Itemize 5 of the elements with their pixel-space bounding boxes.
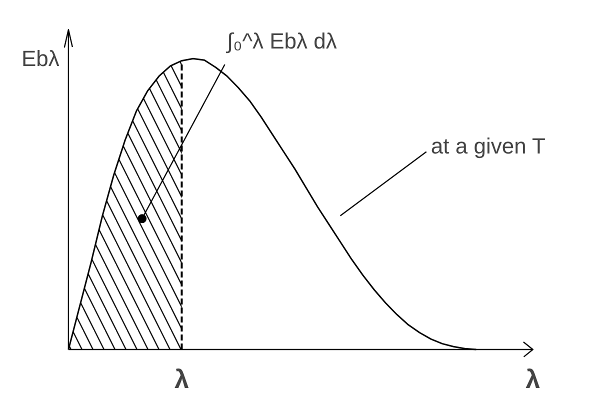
y-axis-title: Ebλ bbox=[21, 46, 60, 72]
text: ∫₀^λ Ebλ dλ bbox=[225, 28, 337, 54]
annotation: at a given T bbox=[430, 133, 546, 158]
text: λ bbox=[174, 364, 190, 394]
x-axis-title: λ bbox=[526, 364, 541, 394]
